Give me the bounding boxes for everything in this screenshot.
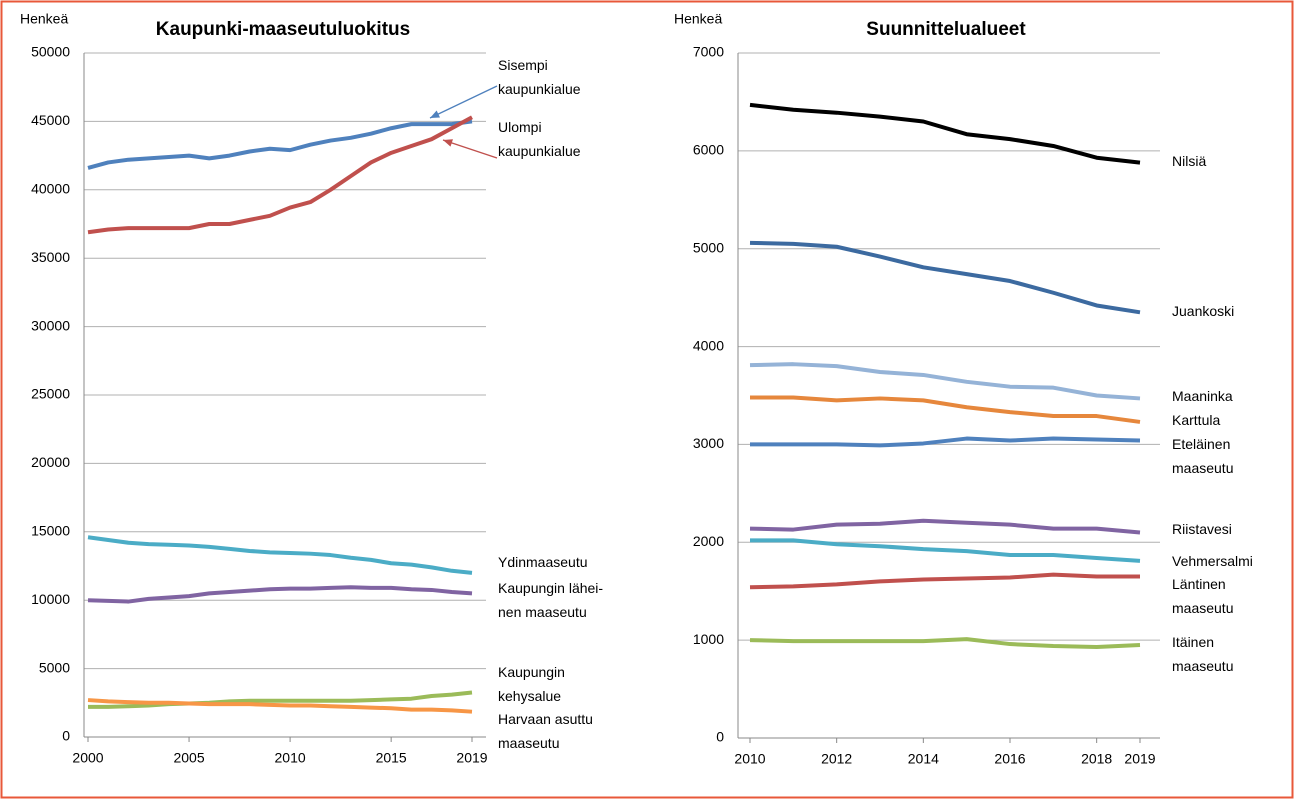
y-tick-label: 6000 [693,142,724,158]
series-label: Ulompi kaupunkialue [498,119,581,159]
y-tick-label: 35000 [31,249,70,265]
arrow-head [430,110,440,118]
y-tick-label: 7000 [693,44,724,60]
series-line [749,572,1140,590]
x-tick-label: 2018 [1081,751,1112,767]
series-label: Maaninka [1172,388,1233,404]
series-label: Riistavesi [1172,521,1232,537]
series-line [750,538,1141,563]
y-tick-label: 4000 [693,337,724,353]
x-tick-label: 2014 [908,751,939,767]
y-tick-label: 5000 [39,659,70,675]
y-tick-label: 2000 [693,533,724,549]
series-line [749,637,1141,649]
x-tick-label: 2019 [1124,751,1155,767]
series-label: Harvaan asuttu maaseutu [498,711,593,751]
x-tick-label: 2000 [72,750,103,766]
series-label: Läntinen maaseutu [1172,576,1233,616]
series-line [749,518,1141,535]
y-tick-label: 20000 [31,454,70,470]
x-tick-label: 2010 [734,751,765,767]
series-label: Nilsiä [1172,153,1206,169]
series-label: Juankoski [1172,303,1234,319]
y-tick-label: 0 [62,728,70,744]
series-label: Ydinmaaseutu [498,554,588,570]
series-label: Vehmersalmi [1172,553,1253,569]
annotation-arrow [442,139,498,159]
series-line [87,698,473,714]
series-line [87,119,473,170]
series-line [749,240,1141,315]
y-tick-label: 30000 [31,317,70,333]
series-line [87,115,473,235]
annotation-arrow [429,85,498,119]
y-axis-label: Henkeä [20,11,68,27]
y-tick-label: 10000 [31,591,70,607]
series-line [749,102,1141,165]
y-tick-label: 3000 [693,435,724,451]
x-tick-label: 2015 [376,750,407,766]
y-tick-label: 40000 [31,181,70,197]
series-line [749,362,1141,401]
y-axis-label: Henkeä [674,11,722,27]
series-line [87,535,473,575]
x-tick-label: 2010 [275,750,306,766]
chart-title: Kaupunki-maaseutuluokitus [156,19,410,40]
series-label: Kaupungin lähei-nen maaseutu [498,580,603,620]
x-tick-label: 2005 [173,750,204,766]
x-tick-label: 2016 [994,751,1025,767]
series-label: Karttula [1172,412,1220,428]
chart-title: Suunnittelualueet [866,19,1026,40]
y-tick-label: 5000 [693,239,724,255]
series-label: Itäinen maaseutu [1172,634,1233,674]
arrow-head [443,139,453,147]
x-tick-label: 2019 [456,750,487,766]
y-tick-label: 45000 [31,112,70,128]
series-label: Eteläinen maaseutu [1172,436,1233,476]
y-tick-label: 0 [716,729,724,745]
x-tick-label: 2012 [821,751,852,767]
series-line [750,436,1141,448]
series-line [87,585,473,604]
y-tick-label: 25000 [31,386,70,402]
series-line [750,395,1141,424]
series-line [88,690,473,709]
y-tick-label: 50000 [31,44,70,60]
series-label: Sisempi kaupunkialue [498,57,581,97]
y-tick-label: 1000 [693,631,724,647]
series-label: Kaupungin kehysalue [498,664,565,704]
y-tick-label: 15000 [31,523,70,539]
